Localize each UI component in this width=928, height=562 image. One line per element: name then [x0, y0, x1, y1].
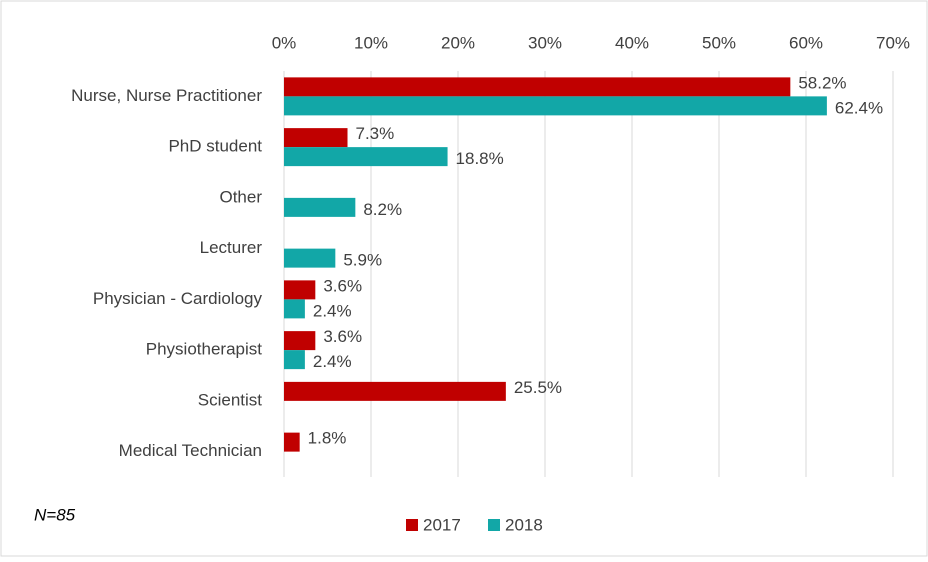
y-tick-label: Physician - Cardiology — [93, 289, 263, 308]
data-label: 1.8% — [308, 429, 347, 448]
data-label: 62.4% — [835, 98, 883, 117]
x-tick-label: 20% — [441, 33, 475, 52]
x-tick-label: 70% — [876, 33, 910, 52]
data-label: 3.6% — [323, 327, 362, 346]
bar — [284, 96, 827, 116]
bar — [284, 197, 356, 217]
x-tick-label: 40% — [615, 33, 649, 52]
legend-swatch — [406, 519, 418, 531]
bar — [284, 147, 448, 167]
y-tick-label: Other — [219, 187, 262, 206]
data-label: 58.2% — [798, 73, 846, 92]
annotation: N=85 — [34, 505, 76, 524]
data-label: 8.2% — [363, 200, 402, 219]
bar — [284, 280, 316, 300]
bar — [284, 248, 336, 268]
y-tick-label: Medical Technician — [119, 441, 262, 460]
bar — [284, 128, 348, 148]
y-tick-label: Physiotherapist — [146, 340, 263, 359]
x-tick-label: 30% — [528, 33, 562, 52]
data-label: 7.3% — [356, 124, 395, 143]
y-tick-label: Lecturer — [200, 238, 263, 257]
data-label: 2.4% — [313, 301, 352, 320]
y-tick-label: PhD student — [168, 137, 262, 156]
data-label: 3.6% — [323, 276, 362, 295]
x-tick-label: 10% — [354, 33, 388, 52]
legend-swatch — [488, 519, 500, 531]
x-tick-label: 60% — [789, 33, 823, 52]
y-tick-label: Scientist — [198, 390, 263, 409]
bar — [284, 381, 506, 401]
bar — [284, 350, 305, 370]
x-tick-label: 0% — [272, 33, 297, 52]
bar — [284, 299, 305, 319]
legend-label: 2017 — [423, 515, 461, 534]
bar — [284, 331, 316, 351]
data-label: 25.5% — [514, 378, 562, 397]
data-label: 5.9% — [343, 251, 382, 270]
bar — [284, 432, 300, 452]
data-label: 2.4% — [313, 352, 352, 371]
x-tick-label: 50% — [702, 33, 736, 52]
legend-label: 2018 — [505, 515, 543, 534]
bar — [284, 77, 791, 97]
y-tick-label: Nurse, Nurse Practitioner — [71, 86, 262, 105]
data-label: 18.8% — [456, 149, 504, 168]
